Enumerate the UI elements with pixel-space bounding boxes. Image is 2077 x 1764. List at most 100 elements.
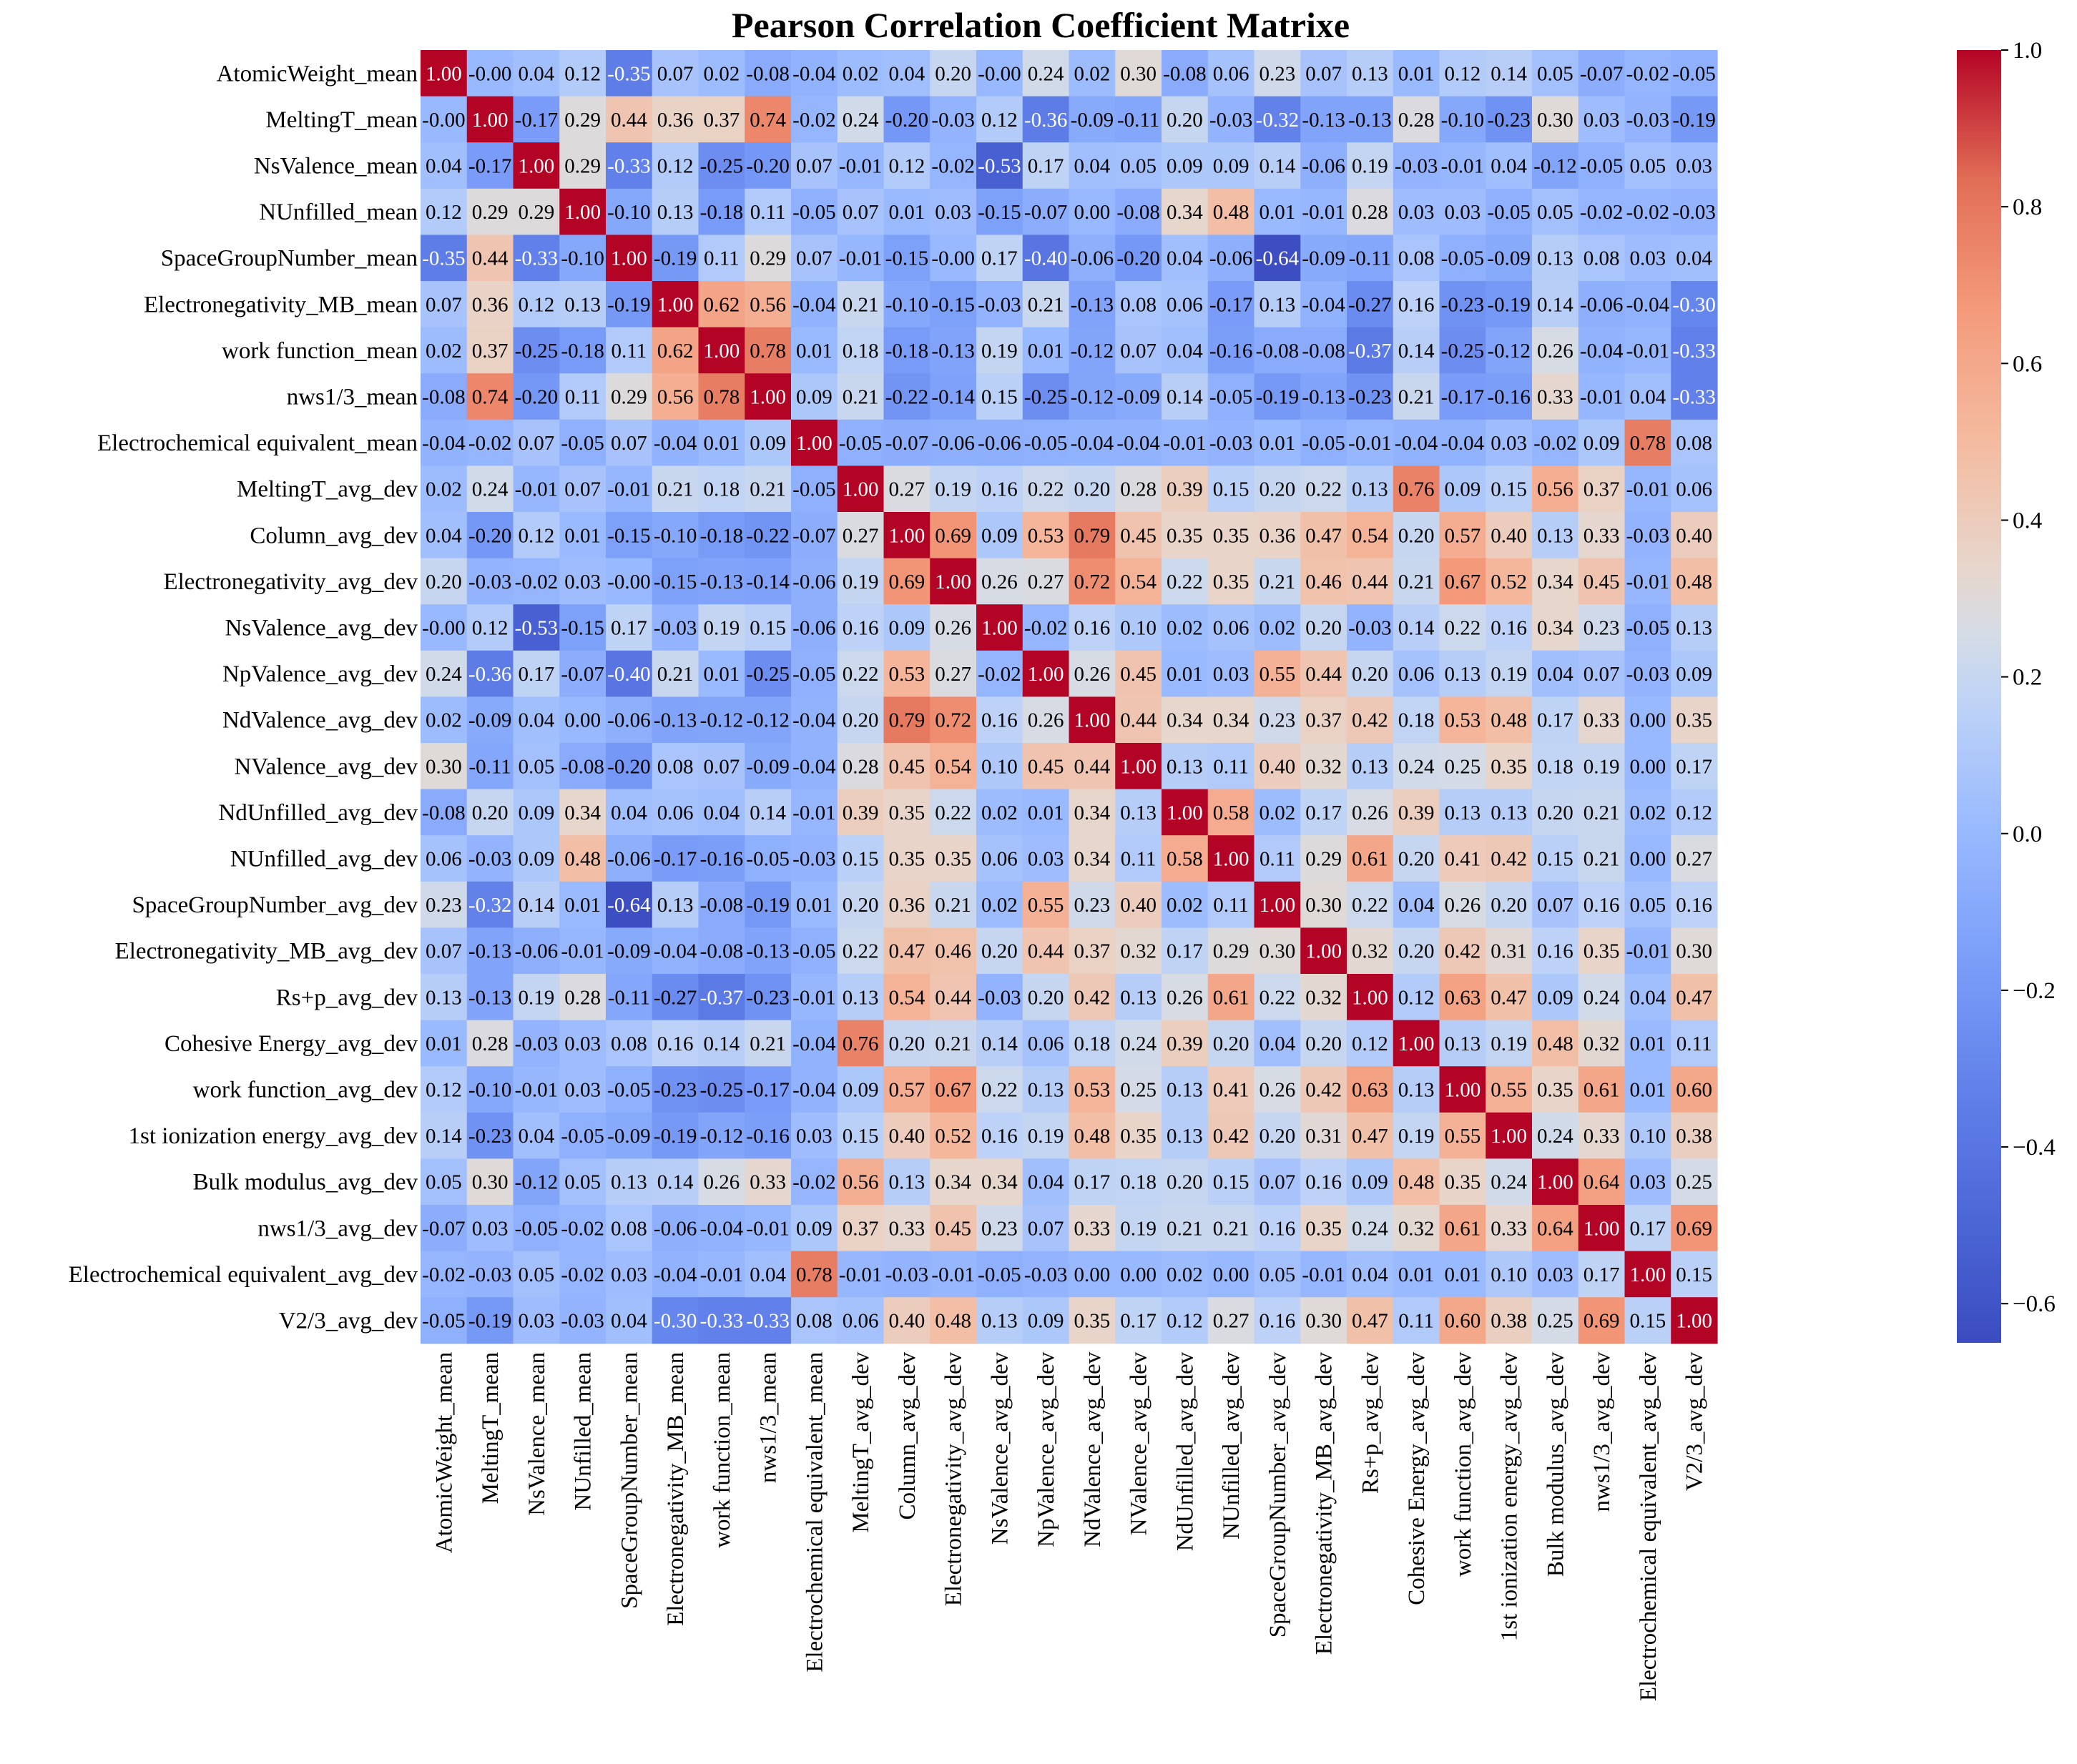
heatmap-cell-value: -0.03 — [1672, 201, 1715, 224]
heatmap-cell-value: 0.16 — [981, 478, 1018, 501]
heatmap-cell — [652, 1066, 699, 1113]
heatmap-cell-value: 0.07 — [843, 201, 879, 224]
heatmap-cell-value: 0.24 — [1398, 755, 1435, 778]
heatmap-cell — [883, 927, 931, 975]
heatmap-cell-value: -0.08 — [700, 940, 743, 963]
heatmap-cell-value: -0.13 — [1348, 109, 1391, 132]
y-tick-label: Cohesive Energy_avg_dev — [165, 1031, 418, 1057]
heatmap-cell — [930, 1158, 977, 1206]
heatmap-cell — [1254, 1066, 1301, 1113]
heatmap-cell — [1022, 1158, 1070, 1206]
heatmap-cell — [1624, 650, 1671, 697]
heatmap-cell-value: 0.11 — [1213, 755, 1249, 778]
heatmap-cell-value: 0.35 — [1445, 1171, 1481, 1194]
heatmap-cell-value: 0.02 — [426, 709, 462, 732]
heatmap-cell — [1578, 235, 1626, 282]
heatmap-cell — [745, 927, 792, 975]
heatmap-cell — [976, 1297, 1023, 1344]
heatmap-cell-value: 0.15 — [981, 386, 1018, 409]
heatmap-cell-value: 0.15 — [1676, 1263, 1712, 1286]
heatmap-cell — [1578, 835, 1626, 882]
heatmap-cell — [698, 1066, 745, 1113]
heatmap-cell-value: -0.15 — [654, 571, 697, 593]
heatmap-cell — [837, 835, 885, 882]
heatmap-cell — [652, 927, 699, 975]
heatmap-cell — [1347, 281, 1394, 328]
heatmap-cell-value: 0.19 — [1491, 1033, 1527, 1055]
heatmap-cell — [1439, 881, 1486, 928]
heatmap-cell — [698, 558, 745, 605]
heatmap-cell — [1671, 50, 1718, 97]
heatmap-cell-value: 0.37 — [1074, 940, 1111, 963]
heatmap-cell — [421, 50, 468, 97]
heatmap-cell — [1207, 281, 1255, 328]
heatmap-cell — [1578, 1020, 1626, 1067]
heatmap-cell — [1254, 50, 1301, 97]
heatmap-cell-value: 0.16 — [1305, 1171, 1342, 1194]
heatmap-cell-value: 1.00 — [1352, 986, 1388, 1009]
heatmap-cell-value: 0.45 — [1028, 755, 1064, 778]
heatmap-cell — [1393, 650, 1440, 697]
heatmap-cell — [1486, 1066, 1533, 1113]
heatmap-cell — [745, 696, 792, 744]
heatmap-cell — [1486, 50, 1533, 97]
heatmap-cell-value: 0.14 — [657, 1171, 694, 1194]
heatmap-cell-value: 0.34 — [1167, 201, 1203, 224]
heatmap-cell — [883, 604, 931, 651]
heatmap-cell — [1022, 512, 1070, 559]
heatmap-cell — [606, 1205, 653, 1252]
heatmap-cell-value: 0.04 — [1167, 247, 1203, 270]
heatmap-cell — [1300, 1066, 1347, 1113]
heatmap-cell-value: 0.09 — [1213, 155, 1249, 178]
x-axis-tick-labels: AtomicWeight_mean MeltingT_mean NsValence_… — [431, 1351, 1707, 1701]
heatmap-cell — [976, 604, 1023, 651]
heatmap-cell — [1300, 789, 1347, 836]
heatmap-cell — [1347, 1158, 1394, 1206]
heatmap-cell — [421, 1020, 468, 1067]
heatmap-cell-value: -0.32 — [468, 894, 511, 917]
heatmap-cell — [1254, 650, 1301, 697]
heatmap-cell-value: -0.01 — [931, 1263, 974, 1286]
heatmap-cell — [1300, 512, 1347, 559]
heatmap-cell — [745, 835, 792, 882]
heatmap-cell-value: 0.45 — [1120, 524, 1157, 547]
heatmap-cell — [1578, 327, 1626, 374]
heatmap-cell — [1115, 142, 1162, 189]
heatmap-cell — [1439, 512, 1486, 559]
heatmap-cell-value: 0.08 — [1676, 432, 1712, 455]
heatmap-cell — [837, 96, 885, 143]
heatmap-cell-value: -0.01 — [1348, 432, 1391, 455]
heatmap-cell — [466, 1020, 514, 1067]
heatmap-cell-value: 0.07 — [564, 478, 601, 501]
chart-title: Pearson Correlation Coefficient Matrixe — [732, 5, 1350, 45]
heatmap-cell-value: 0.21 — [843, 386, 879, 409]
heatmap-cell — [698, 696, 745, 744]
heatmap-cell — [1347, 512, 1394, 559]
heatmap-cell-value: 0.55 — [1491, 1079, 1527, 1102]
heatmap-cell — [1162, 512, 1209, 559]
heatmap-cell-value: -0.06 — [607, 709, 650, 732]
heatmap-cell — [883, 235, 931, 282]
heatmap-cell — [513, 1158, 560, 1206]
heatmap-cell — [883, 789, 931, 836]
heatmap-cell — [1532, 512, 1579, 559]
heatmap-cell-value: -0.09 — [468, 709, 511, 732]
heatmap-cell-value: -0.02 — [931, 155, 974, 178]
heatmap-cell-value: 0.61 — [1352, 848, 1388, 871]
heatmap-cell — [791, 142, 838, 189]
heatmap-cell-value: 0.53 — [1028, 524, 1064, 547]
heatmap-cell-value: 0.03 — [1445, 201, 1481, 224]
heatmap-cell — [1300, 881, 1347, 928]
heatmap-cell — [421, 1205, 468, 1252]
heatmap-cell — [1578, 50, 1626, 97]
heatmap-cell — [1162, 835, 1209, 882]
heatmap-cell-value: 1.00 — [1028, 663, 1064, 686]
heatmap-cell-value: 0.20 — [1352, 663, 1388, 686]
heatmap-cell-value: 0.48 — [935, 1310, 971, 1333]
heatmap-cell-value: 0.13 — [1167, 755, 1203, 778]
y-tick-label: nws1/3_mean — [287, 385, 418, 410]
heatmap-cell-value: 0.11 — [1260, 848, 1295, 871]
heatmap-cell-value: -0.17 — [1209, 293, 1252, 316]
heatmap-cell — [466, 188, 514, 235]
heatmap-cell-value: -0.02 — [1533, 432, 1576, 455]
